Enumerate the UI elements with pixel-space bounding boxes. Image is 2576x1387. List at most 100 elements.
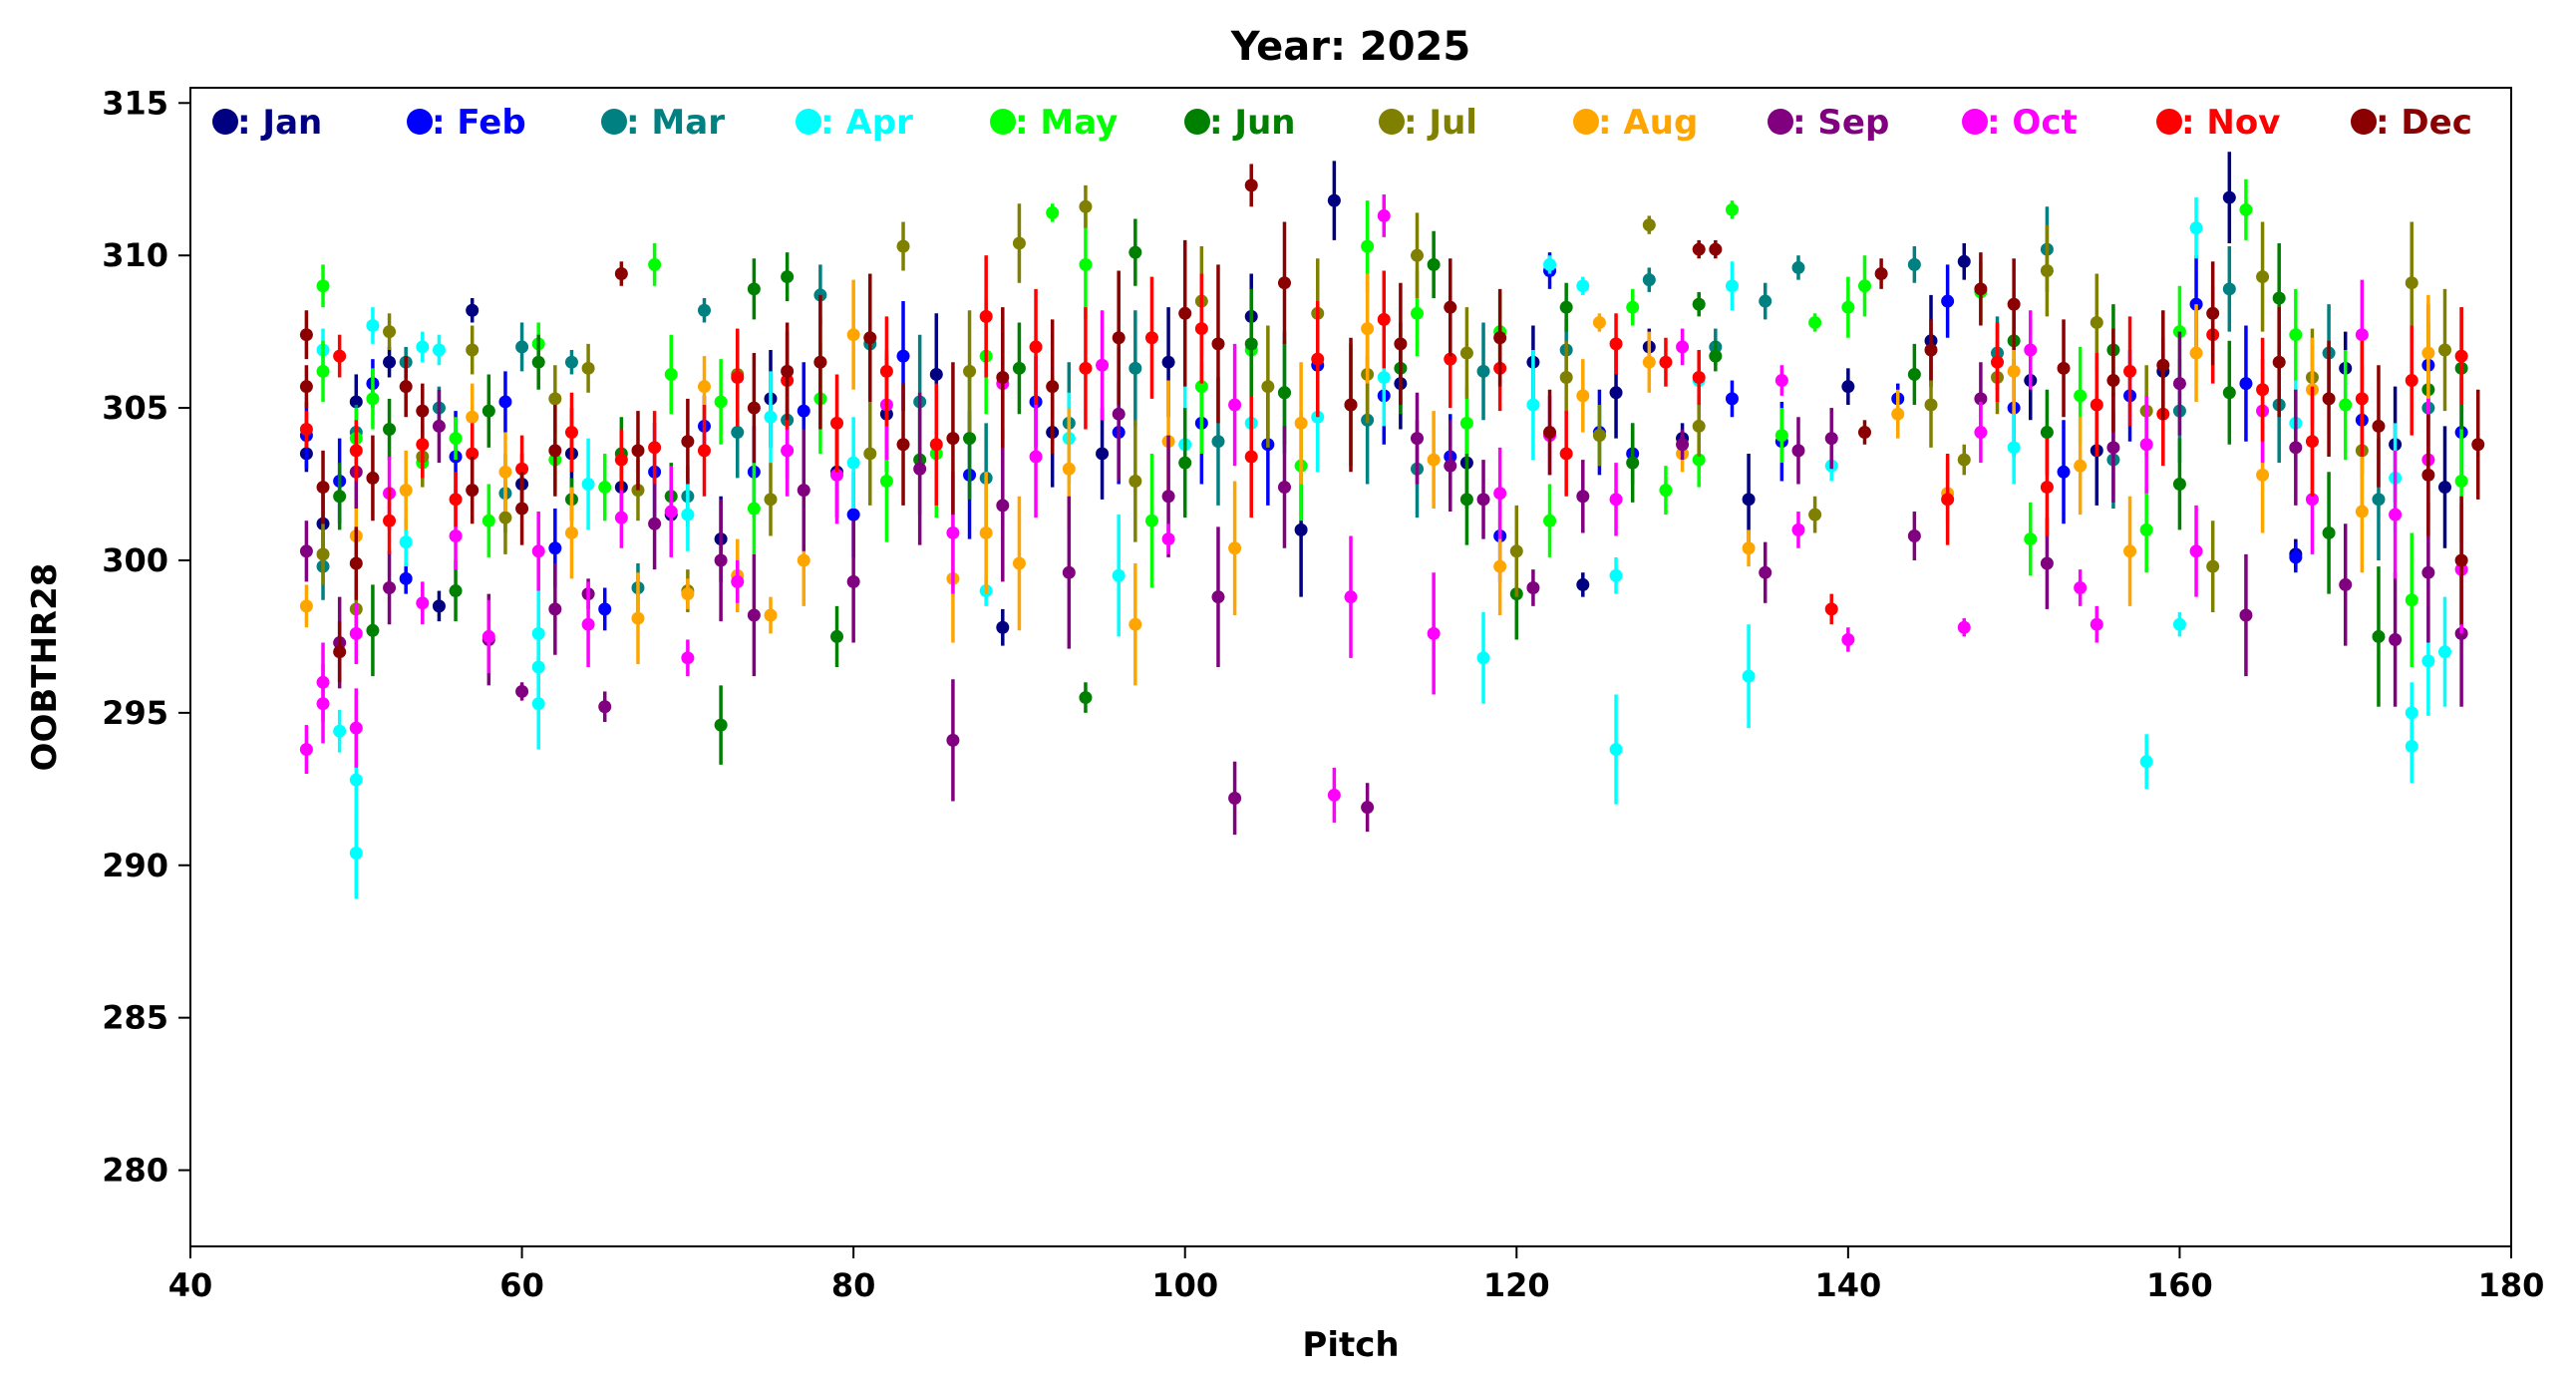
data-point — [2139, 395, 2153, 494]
point-marker — [648, 441, 662, 455]
point-marker — [2156, 358, 2170, 372]
point-marker — [416, 596, 430, 610]
data-point — [581, 581, 595, 667]
data-point — [1144, 276, 1158, 399]
point-marker — [1228, 791, 1242, 805]
point-marker — [1361, 801, 1375, 815]
data-point — [333, 334, 347, 378]
point-marker — [333, 490, 347, 504]
data-point — [366, 368, 380, 430]
point-marker — [548, 392, 562, 406]
data-point — [1709, 239, 1723, 259]
data-point — [1609, 694, 1623, 805]
data-point — [2471, 389, 2485, 500]
point-marker — [1626, 300, 1640, 314]
data-point — [482, 599, 495, 674]
data-point — [2454, 307, 2468, 406]
data-point — [1609, 313, 1623, 375]
data-point — [498, 371, 512, 433]
point-marker — [2339, 577, 2353, 591]
data-point — [1493, 447, 1507, 539]
point-marker — [1742, 669, 1756, 683]
series-nov — [299, 255, 2468, 625]
data-point — [299, 520, 313, 582]
data-point — [1476, 322, 1490, 421]
data-point — [1144, 453, 1158, 588]
data-point — [299, 725, 313, 775]
point-marker — [2322, 392, 2336, 406]
data-point — [747, 353, 761, 464]
point-marker — [2372, 419, 2386, 433]
point-marker — [1874, 267, 1888, 281]
data-point — [466, 457, 480, 524]
point-marker — [399, 535, 413, 549]
point-marker — [366, 471, 380, 485]
point-marker — [1941, 294, 1955, 308]
point-marker — [946, 432, 960, 446]
point-marker — [2272, 355, 2286, 369]
point-marker — [1144, 331, 1158, 345]
point-marker — [366, 623, 380, 637]
data-point — [2057, 420, 2071, 524]
point-marker — [1311, 352, 1325, 366]
data-point — [2123, 316, 2137, 427]
data-point — [466, 325, 480, 375]
point-marker — [2172, 617, 2186, 631]
data-point — [1676, 429, 1690, 461]
data-point — [1012, 496, 1026, 631]
data-point — [1808, 496, 1822, 533]
point-marker — [2256, 468, 2270, 482]
data-point — [598, 691, 612, 723]
legend-item: : Sep — [1768, 103, 1889, 143]
data-point — [1774, 365, 1788, 396]
legend-label: : Dec — [2376, 103, 2472, 143]
point-marker — [1692, 297, 1706, 311]
point-marker — [1394, 337, 1408, 351]
point-marker — [2421, 654, 2435, 668]
data-point — [531, 587, 545, 680]
point-marker — [333, 724, 347, 738]
point-marker — [349, 556, 363, 570]
point-marker — [813, 355, 827, 369]
data-point — [1244, 164, 1258, 207]
point-marker — [2139, 522, 2153, 536]
data-point — [731, 559, 745, 603]
data-point — [846, 520, 860, 643]
data-point — [1526, 569, 1540, 606]
point-marker — [1774, 429, 1788, 443]
x-tick-label: 160 — [2146, 1266, 2213, 1304]
point-marker — [1609, 493, 1623, 507]
data-point — [714, 499, 728, 622]
chart-title: Year: 2025 — [1230, 24, 1470, 70]
point-marker — [466, 410, 480, 424]
point-marker — [614, 511, 628, 524]
data-point — [1096, 310, 1110, 421]
point-marker — [1493, 559, 1507, 573]
point-marker — [1692, 453, 1706, 467]
point-marker — [963, 432, 977, 446]
point-marker — [1161, 355, 1175, 369]
data-point — [614, 429, 628, 491]
data-point — [515, 322, 529, 372]
data-point — [1228, 481, 1242, 616]
point-marker — [383, 514, 397, 527]
point-marker — [2289, 328, 2303, 342]
point-marker — [1493, 331, 1507, 345]
point-marker — [714, 718, 728, 732]
point-marker — [2172, 377, 2186, 391]
point-marker — [996, 371, 1010, 384]
data-point — [1012, 203, 1026, 283]
data-point — [1924, 319, 1938, 381]
point-marker — [2206, 559, 2220, 573]
point-marker — [2040, 426, 2054, 440]
point-marker — [416, 340, 430, 354]
data-point — [830, 374, 844, 473]
point-marker — [1427, 626, 1441, 640]
point-marker — [1592, 429, 1606, 443]
data-point — [2123, 496, 2137, 606]
point-marker — [564, 525, 578, 539]
point-marker — [1642, 355, 1656, 369]
point-marker — [1725, 279, 1739, 293]
data-point — [1808, 313, 1822, 332]
point-marker — [548, 444, 562, 458]
